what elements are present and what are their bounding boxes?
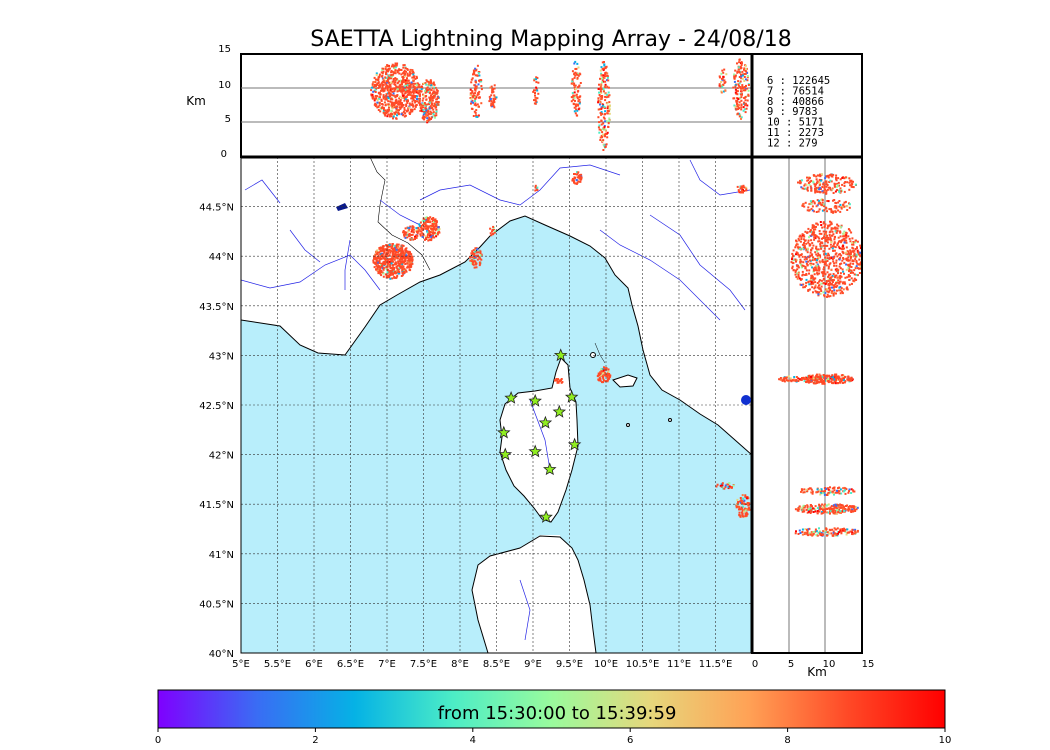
lat-tick-label: 41°N	[209, 550, 234, 561]
lat-tick-label: 43°N	[209, 351, 234, 362]
colorbar-tick-label: 6	[627, 735, 633, 746]
source-count-row: 12 : 279	[767, 137, 818, 149]
lon-tick-label: 11.5°E	[699, 659, 733, 670]
alt-tick-15: 15	[218, 44, 231, 55]
lon-tick-label: 8.5°E	[483, 659, 510, 670]
alt-tick-10: 10	[218, 80, 231, 91]
alt-tick-0: 0	[221, 149, 227, 160]
figure-title: SAETTA Lightning Mapping Array - 24/08/1…	[310, 27, 791, 52]
colorbar-tick-label: 8	[784, 735, 790, 746]
source-count-row: 6 : 122645	[767, 75, 830, 87]
map-sources	[372, 171, 751, 518]
altitude-lon-sources	[370, 58, 750, 151]
side-unit-label: Km	[807, 665, 827, 679]
sardinia-island	[471, 535, 597, 653]
station-star	[497, 425, 511, 439]
source-count-row: 11 : 2273	[767, 127, 824, 139]
station-star	[538, 415, 553, 429]
station-star	[553, 348, 568, 362]
lat-tick-label: 41.5°N	[199, 500, 234, 511]
lat-tick-label: 40.5°N	[199, 599, 234, 610]
alt-tick-5: 5	[225, 114, 231, 125]
side-tick-5: 5	[788, 659, 794, 670]
altitude-lat-sources	[778, 173, 862, 537]
lon-tick-label: 6.5°E	[337, 659, 364, 670]
lon-tick-label: 9°E	[524, 659, 542, 670]
lat-tick-label: 42.5°N	[199, 401, 234, 412]
station-star	[539, 510, 553, 523]
colorbar-tick-label: 2	[312, 735, 318, 746]
time-colorbar: from 15:30:00 to 15:39:59 0 2 4 6 8 10	[155, 689, 952, 746]
lon-tick-label: 7.5°E	[410, 659, 437, 670]
station-star	[528, 444, 542, 458]
source-count-row: 7 : 76514	[767, 85, 824, 97]
lat-tick-label: 43.5°N	[199, 302, 234, 313]
lon-tick-label: 7°E	[378, 659, 396, 670]
station-star	[528, 393, 542, 407]
station-star	[498, 447, 513, 461]
lon-tick-label: 6°E	[305, 659, 323, 670]
colorbar-tick-label: 4	[470, 735, 476, 746]
station-star	[564, 389, 579, 403]
lon-tick-label: 10°E	[594, 659, 618, 670]
rivers	[241, 159, 751, 641]
corsica-island	[499, 357, 579, 523]
lat-tick-label: 42°N	[209, 451, 234, 462]
map-panel: 5°E 5.5°E 6°E 6.5°E 7°E 7.5°E 8°E 8.5°E 9°E 9.5°E…	[199, 156, 753, 670]
lat-tick-label: 40°N	[209, 649, 234, 660]
lon-tick-label: 5.5°E	[264, 659, 291, 670]
lon-tick-label: 5°E	[232, 659, 250, 670]
source-count-row: 8 : 40866	[767, 96, 824, 108]
station-star	[504, 390, 518, 404]
elba-island	[612, 374, 638, 388]
colorbar-tick-label: 10	[939, 735, 952, 746]
side-tick-10: 10	[823, 659, 836, 670]
lat-tick-label: 44°N	[209, 252, 234, 263]
mainland-coastline	[241, 215, 752, 456]
colorbar-tick-label: 0	[155, 735, 161, 746]
lon-tick-label: 9.5°E	[556, 659, 583, 670]
station-star	[552, 404, 567, 418]
source-count-row: 9 : 9783	[767, 106, 818, 118]
lon-tick-label: 11°E	[667, 659, 691, 670]
lon-tick-label: 8°E	[451, 659, 469, 670]
lat-tick-label: 44.5°N	[199, 203, 234, 214]
altitude-unit-label: Km	[186, 94, 206, 108]
station-star	[567, 437, 582, 451]
lon-tick-label: 10.5°E	[626, 659, 660, 670]
time-range-label: from 15:30:00 to 15:39:59	[438, 703, 677, 724]
side-tick-0: 0	[752, 659, 758, 670]
source-count-row: 10 : 5171	[767, 117, 824, 129]
altitude-latitude-panel: 0 5 10 15 Km	[751, 156, 875, 679]
altitude-longitude-panel: 15 10 5 0 Km	[186, 44, 753, 160]
station-star	[543, 462, 557, 476]
side-tick-15: 15	[862, 659, 875, 670]
